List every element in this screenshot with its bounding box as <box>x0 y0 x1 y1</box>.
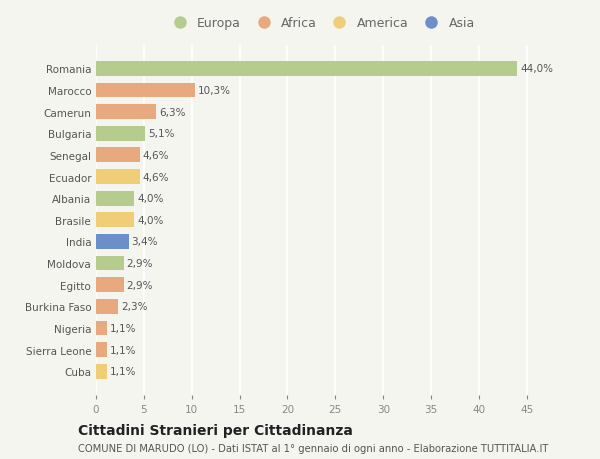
Text: Cittadini Stranieri per Cittadinanza: Cittadini Stranieri per Cittadinanza <box>78 423 353 437</box>
Text: 3,4%: 3,4% <box>131 237 158 247</box>
Bar <box>96 342 107 357</box>
Text: 2,3%: 2,3% <box>121 302 148 312</box>
Text: 4,0%: 4,0% <box>137 194 164 204</box>
Text: 44,0%: 44,0% <box>520 64 553 74</box>
Text: COMUNE DI MARUDO (LO) - Dati ISTAT al 1° gennaio di ogni anno - Elaborazione TUT: COMUNE DI MARUDO (LO) - Dati ISTAT al 1°… <box>78 443 548 453</box>
Text: 1,1%: 1,1% <box>109 323 136 333</box>
Text: 5,1%: 5,1% <box>148 129 174 139</box>
Text: 10,3%: 10,3% <box>197 86 230 95</box>
Bar <box>96 235 128 249</box>
Text: 6,3%: 6,3% <box>159 107 185 118</box>
Bar <box>96 84 194 98</box>
Bar <box>96 213 134 228</box>
Bar <box>96 105 157 120</box>
Bar <box>96 321 107 336</box>
Bar <box>96 256 124 271</box>
Text: 1,1%: 1,1% <box>109 367 136 376</box>
Text: 4,0%: 4,0% <box>137 215 164 225</box>
Text: 1,1%: 1,1% <box>109 345 136 355</box>
Bar <box>96 62 517 77</box>
Text: 4,6%: 4,6% <box>143 172 169 182</box>
Bar <box>96 191 134 206</box>
Legend: Europa, Africa, America, Asia: Europa, Africa, America, Asia <box>167 17 475 30</box>
Bar <box>96 299 118 314</box>
Bar <box>96 148 140 163</box>
Text: 2,9%: 2,9% <box>127 258 153 269</box>
Bar <box>96 127 145 141</box>
Bar <box>96 170 140 185</box>
Text: 4,6%: 4,6% <box>143 151 169 161</box>
Bar <box>96 278 124 292</box>
Bar <box>96 364 107 379</box>
Text: 2,9%: 2,9% <box>127 280 153 290</box>
